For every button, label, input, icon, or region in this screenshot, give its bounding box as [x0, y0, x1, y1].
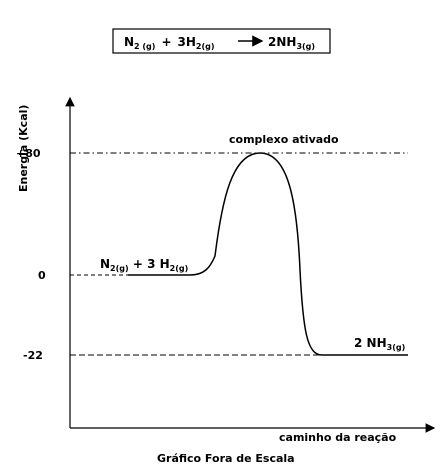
activated-complex-label: complexo ativado — [229, 133, 339, 146]
tick-label-plus80: +80 — [16, 147, 41, 160]
reactants-label: N2(g) + 3 H2(g) — [100, 257, 188, 273]
tick-label-zero: 0 — [38, 269, 46, 282]
y-axis-label: Energia (Kcal) — [17, 105, 30, 192]
x-axis-label: caminho da reação — [279, 431, 397, 444]
equation-product-text: 2NH3(g) — [268, 35, 315, 51]
equation-text: N2 (g) +3H2(g) — [124, 35, 215, 51]
equation-box — [112, 28, 331, 54]
tick-label-minus22: -22 — [23, 349, 43, 362]
reaction-equation: N2 (g) +3H2(g) 2NH3(g) — [112, 28, 331, 54]
products-label: 2 NH3(g) — [354, 336, 405, 352]
reaction-energy-curve — [128, 152, 408, 356]
footer-note: Gráfico Fora de Escala — [157, 452, 295, 465]
